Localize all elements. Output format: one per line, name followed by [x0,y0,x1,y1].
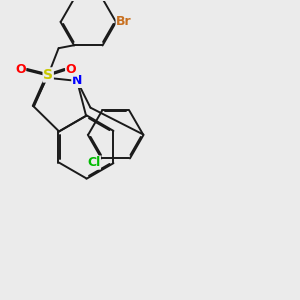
Text: S: S [43,68,53,82]
Text: O: O [66,63,76,76]
Text: Cl: Cl [87,156,100,169]
Text: O: O [15,63,26,76]
Text: N: N [72,74,82,87]
Text: Br: Br [116,15,132,28]
